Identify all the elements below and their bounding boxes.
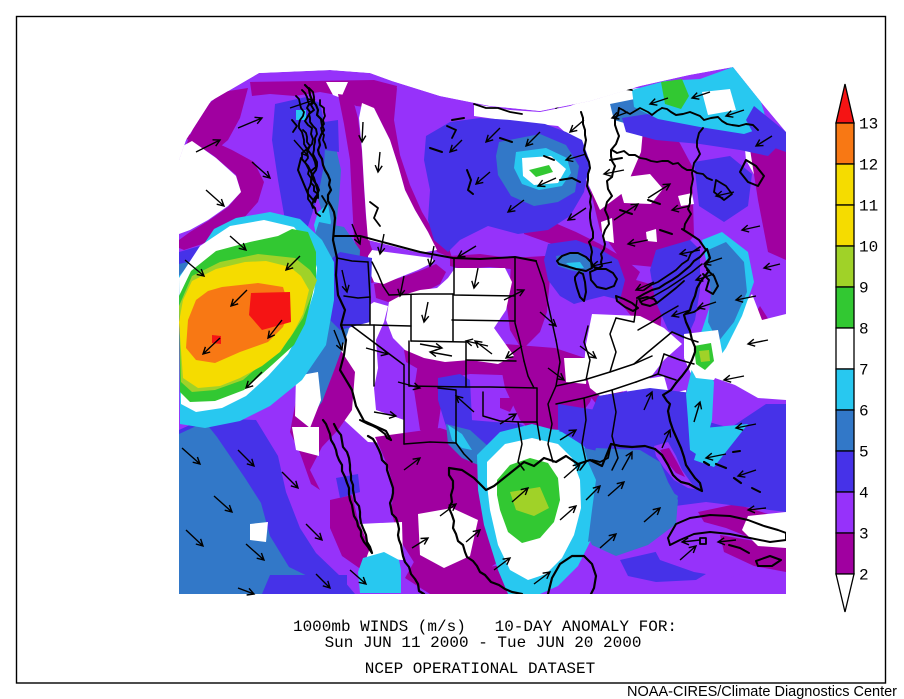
svg-text:4: 4 — [859, 485, 869, 503]
svg-text:13: 13 — [859, 116, 878, 134]
svg-text:Sun JUN 11 2000 - Tue JUN 20 2: Sun JUN 11 2000 - Tue JUN 20 2000 — [325, 634, 642, 652]
svg-text:5: 5 — [859, 444, 869, 462]
svg-text:11: 11 — [859, 198, 878, 216]
svg-text:9: 9 — [859, 280, 869, 298]
svg-text:10: 10 — [859, 239, 878, 257]
svg-text:2: 2 — [859, 567, 869, 585]
svg-text:6: 6 — [859, 403, 869, 421]
svg-text:3: 3 — [859, 526, 869, 544]
svg-text:7: 7 — [859, 362, 869, 380]
svg-text:8: 8 — [859, 321, 869, 339]
svg-text:12: 12 — [859, 157, 878, 175]
svg-text:NCEP OPERATIONAL DATASET: NCEP OPERATIONAL DATASET — [365, 660, 595, 678]
svg-text:NOAA-CIRES/Climate Diagnostics: NOAA-CIRES/Climate Diagnostics Center — [627, 684, 897, 699]
svg-text:1000mb WINDS (m/s) 10-DAY AN: 1000mb WINDS (m/s) 10-DAY ANOMALY FOR: — [293, 618, 677, 636]
